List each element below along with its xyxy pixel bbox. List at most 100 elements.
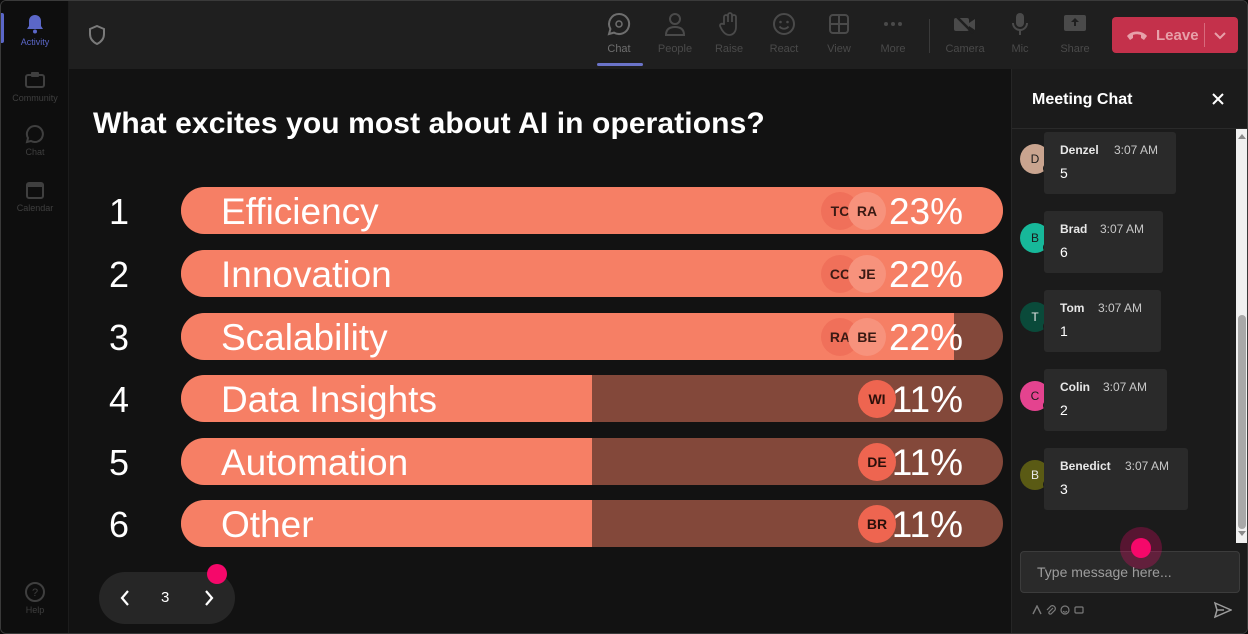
option-percent: 22% — [888, 254, 963, 295]
poll-row: 6 Other BR 11% — [69, 500, 1011, 548]
chat-bubble-icon — [606, 11, 632, 37]
rank-number: 1 — [109, 191, 130, 232]
voter-avatar: WI — [858, 380, 896, 418]
chevron-down-icon[interactable] — [1212, 27, 1228, 43]
option-label: Data Insights — [221, 379, 437, 420]
meeting-chat-panel: Meeting Chat D Denzel 3:07 AM 5 B Brad 3… — [1011, 69, 1247, 633]
camera-button[interactable]: Camera — [939, 11, 991, 61]
sender-name: Denzel — [1060, 143, 1099, 157]
page-number: 3 — [161, 589, 170, 606]
share-button-label: Share — [1060, 43, 1090, 55]
poll-row: 2 Innovation CC JE 22% — [69, 250, 1011, 298]
message-time: 3:07 AM — [1103, 380, 1148, 394]
message-time: 3:07 AM — [1098, 301, 1143, 315]
poll-row: 4 Data Insights WI 11% — [69, 375, 1011, 423]
chat-button[interactable]: Chat — [593, 11, 645, 61]
rank-number: 3 — [109, 317, 130, 358]
format-icon[interactable] — [1032, 605, 1042, 615]
leave-button-label: Leave — [1156, 26, 1199, 44]
hand-icon — [716, 11, 742, 37]
divider — [1012, 128, 1247, 129]
toolbar-divider — [929, 19, 930, 53]
message-text: 3 — [1060, 481, 1068, 497]
option-percent: 11% — [891, 442, 963, 483]
raise-hand-button[interactable]: Raise — [703, 11, 755, 61]
scroll-up-arrow-icon[interactable] — [1238, 133, 1246, 139]
react-button[interactable]: React — [758, 11, 810, 61]
rail-item-label: Activity — [20, 37, 50, 47]
close-icon[interactable] — [1210, 91, 1226, 107]
poll-row: 5 Automation DE 11% — [69, 438, 1011, 486]
message-time: 3:07 AM — [1114, 143, 1159, 157]
leave-divider — [1204, 23, 1205, 47]
raise-button-label: Raise — [714, 43, 744, 55]
rail-item-community[interactable]: Community — [1, 63, 69, 113]
people-button[interactable]: People — [649, 11, 701, 61]
community-icon — [24, 69, 46, 91]
rail-item-label: Chat — [25, 147, 45, 157]
voter-avatar: RA — [848, 192, 886, 230]
option-percent: 22% — [888, 317, 963, 358]
option-label: Scalability — [221, 317, 388, 358]
message-text: 1 — [1060, 323, 1068, 339]
poll-row: 3 Scalability RA BE 22% — [69, 313, 1011, 361]
camera-off-icon — [952, 11, 978, 37]
poll-stage: What excites you most about AI in operat… — [69, 69, 1011, 633]
rail-item-label: Community — [12, 93, 58, 103]
scroll-thumb[interactable] — [1238, 315, 1246, 529]
calendar-icon — [24, 179, 46, 201]
smiley-icon — [771, 11, 797, 37]
chevron-left-icon[interactable] — [117, 588, 133, 608]
sender-name: Colin — [1060, 380, 1090, 394]
person-icon — [662, 11, 688, 37]
chat-button-label: Chat — [607, 43, 631, 55]
option-label: Automation — [221, 442, 409, 483]
option-percent: 11% — [891, 379, 963, 420]
view-button-label: View — [827, 43, 851, 55]
rank-number: 6 — [109, 504, 130, 545]
rail-item-calendar[interactable]: Calendar — [1, 173, 69, 223]
poll-bar-fill — [181, 375, 592, 422]
message-text: 6 — [1060, 244, 1068, 260]
message-input[interactable] — [1021, 552, 1239, 592]
leave-button[interactable]: Leave — [1112, 17, 1238, 53]
pointer-cursor — [1120, 527, 1162, 569]
mic-button-label: Mic — [1011, 43, 1029, 55]
message-bubble: Tom 3:07 AM 1 — [1044, 290, 1161, 352]
view-button[interactable]: View — [813, 11, 865, 61]
rail-item-chat[interactable]: Chat — [1, 117, 69, 167]
send-icon[interactable] — [1214, 601, 1232, 619]
slide-pager: 3 — [99, 564, 235, 624]
attach-icon[interactable] — [1046, 605, 1056, 615]
active-indicator — [1, 13, 4, 43]
emoji-icon[interactable] — [1060, 605, 1070, 615]
sender-name: Brad — [1060, 222, 1088, 236]
option-label: Other — [221, 504, 314, 545]
shield-icon[interactable] — [87, 24, 107, 46]
option-label: Efficiency — [221, 191, 379, 232]
gif-icon[interactable] — [1074, 605, 1084, 615]
message-list: D Denzel 3:07 AM 5 B Brad 3:07 AM 6 T — [1012, 129, 1236, 543]
poll-bar: Innovation CC JE 22% — [181, 250, 1003, 297]
camera-button-label: Camera — [945, 43, 985, 55]
message-text: 2 — [1060, 402, 1068, 418]
people-button-label: People — [657, 43, 693, 55]
sender-name: Benedict — [1060, 459, 1111, 473]
option-label: Innovation — [221, 254, 392, 295]
share-button[interactable]: Share — [1049, 11, 1101, 61]
chat-scrollbar[interactable] — [1236, 129, 1247, 543]
poll-bar: Automation DE 11% — [181, 438, 1003, 485]
mic-button[interactable]: Mic — [994, 11, 1046, 61]
grid-icon — [826, 11, 852, 37]
rail-item-help[interactable]: ? Help — [1, 575, 69, 625]
poll-bar-fill — [181, 500, 592, 547]
rail-item-activity[interactable]: Activity — [1, 7, 69, 57]
message-compose-box[interactable] — [1020, 551, 1240, 593]
message-text: 5 — [1060, 165, 1068, 181]
poll-bar-fill — [181, 438, 592, 485]
more-button[interactable]: More — [867, 11, 919, 61]
scroll-down-arrow-icon[interactable] — [1238, 531, 1246, 537]
bell-icon — [24, 13, 46, 35]
poll-row: 1 Efficiency TC RA 23% — [69, 187, 1011, 235]
chevron-right-icon[interactable] — [201, 588, 217, 608]
